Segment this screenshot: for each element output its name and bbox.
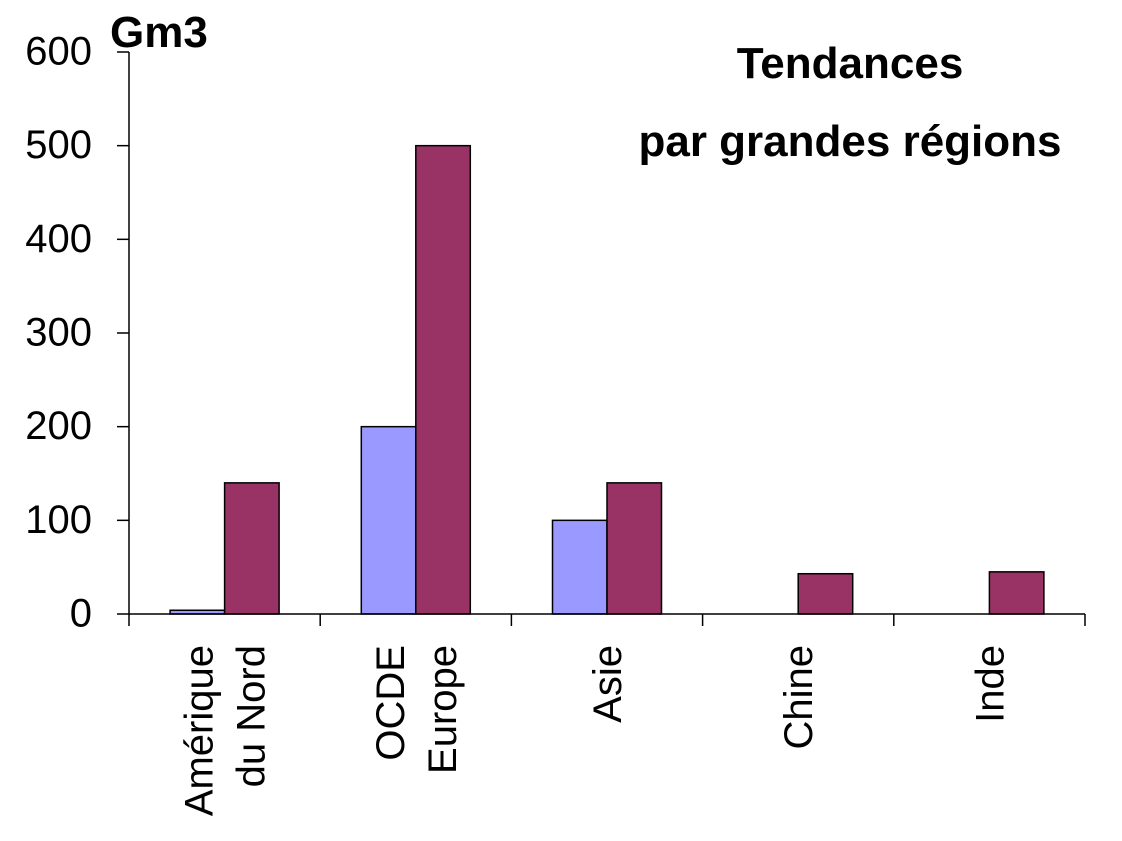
y-tick-label: 400	[25, 217, 92, 261]
y-tick-label: 500	[25, 123, 92, 167]
y-tick-label: 600	[25, 30, 92, 74]
bar	[988, 571, 1045, 615]
bar	[797, 572, 854, 615]
bar	[223, 482, 280, 615]
y-tick-label: 100	[25, 498, 92, 542]
chart-title: Tendances	[737, 39, 964, 88]
bar	[606, 482, 663, 615]
bar	[551, 519, 608, 615]
bar	[415, 144, 472, 615]
x-tick-label: Chine	[777, 645, 821, 750]
x-tick-label: Europe	[421, 645, 465, 774]
y-tick-label: 300	[25, 311, 92, 355]
x-tick-label: Asie	[586, 645, 630, 723]
bar	[360, 425, 417, 615]
x-tick-label: du Nord	[230, 645, 274, 787]
x-tick-label: OCDE	[369, 645, 413, 761]
chart-title: par grandes régions	[638, 117, 1061, 166]
x-tick-label: Amérique	[178, 645, 222, 816]
y-tick-label: 0	[70, 592, 92, 636]
y-tick-label: 200	[25, 404, 92, 448]
y-axis-label: Gm3	[110, 8, 208, 57]
x-tick-label: Inde	[968, 645, 1012, 723]
